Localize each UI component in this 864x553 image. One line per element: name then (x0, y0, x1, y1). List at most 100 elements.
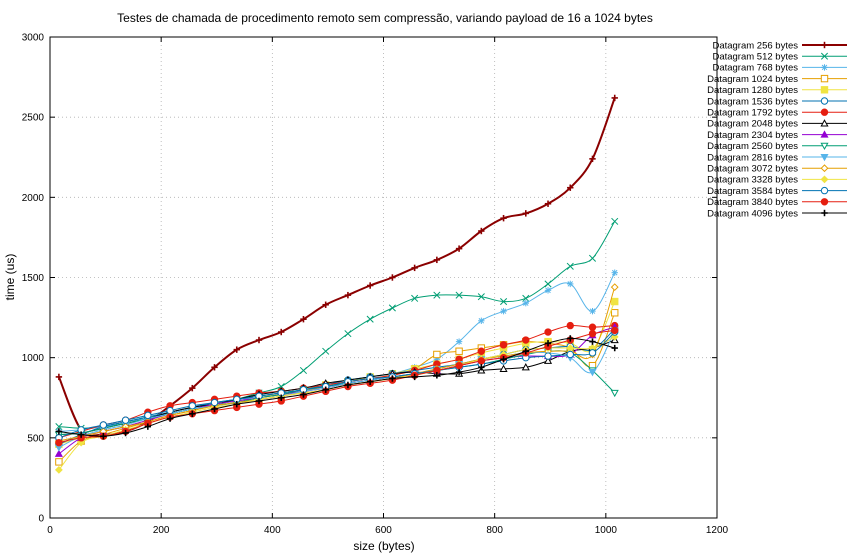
data-point (344, 381, 352, 389)
y-tick-label: 3000 (22, 33, 45, 44)
x-tick-label: 800 (486, 525, 503, 536)
series-line (58, 328, 616, 445)
data-point (433, 291, 441, 299)
data-point (567, 335, 574, 342)
legend-marker (820, 142, 829, 151)
x-tick-label: 1000 (595, 525, 618, 536)
chart-title: Testes de chamada de procedimento remoto… (117, 11, 653, 25)
data-point (344, 330, 352, 338)
data-point (611, 94, 618, 102)
series-line (58, 221, 616, 429)
series-group (54, 94, 619, 474)
data-point (55, 423, 63, 431)
legend-label: Datagram 4096 bytes (707, 208, 798, 219)
legend-entry: Datagram 2560 bytes (707, 141, 847, 152)
legend-entry: Datagram 4096 bytes (707, 208, 847, 219)
data-point (588, 349, 597, 357)
legend-marker (820, 86, 829, 94)
data-point (566, 350, 574, 359)
series-datagram-3584-bytes (55, 328, 619, 442)
data-point (233, 400, 240, 408)
data-point (544, 340, 552, 347)
legend-entry: Datagram 3072 bytes (707, 164, 847, 175)
legend-entry: Datagram 3328 bytes (707, 175, 847, 186)
legend-label: Datagram 1536 bytes (707, 96, 798, 107)
legend-entry: Datagram 1024 bytes (707, 74, 847, 85)
series-datagram-4096-bytes (55, 335, 618, 440)
data-point (455, 368, 463, 376)
data-point (544, 280, 552, 288)
data-point (278, 328, 285, 336)
data-point (500, 356, 507, 363)
legend-entry: Datagram 256 bytes (712, 40, 847, 51)
data-point (54, 449, 63, 457)
data-point (544, 352, 552, 360)
x-axis-label: size (bytes) (353, 539, 414, 553)
data-point (455, 338, 463, 345)
data-point (54, 465, 63, 474)
legend-label: Datagram 2560 bytes (707, 141, 798, 152)
legend-label: Datagram 2048 bytes (707, 119, 798, 130)
data-point (211, 405, 218, 413)
data-point (566, 262, 574, 270)
legend-entry: Datagram 1280 bytes (707, 85, 847, 96)
legend-marker (820, 52, 829, 60)
data-point (611, 297, 619, 306)
x-tick-label: 200 (153, 525, 170, 536)
data-point (455, 245, 463, 252)
data-point (433, 372, 441, 379)
data-point (55, 428, 63, 435)
legend-marker (820, 97, 829, 105)
data-point (300, 391, 307, 398)
y-tick-label: 500 (27, 433, 44, 444)
data-point (499, 364, 508, 372)
y-tick-label: 1500 (22, 273, 45, 284)
legend-marker (821, 41, 828, 49)
data-point (499, 341, 508, 349)
data-point (455, 347, 463, 355)
data-point (500, 307, 507, 315)
legend-label: Datagram 3072 bytes (707, 164, 798, 175)
data-point (189, 384, 196, 392)
data-point (478, 364, 485, 371)
data-point (121, 416, 130, 424)
grid (50, 37, 717, 518)
data-point (366, 378, 374, 385)
legend-marker (820, 198, 829, 206)
data-point (455, 291, 463, 299)
legend-label: Datagram 2816 bytes (707, 152, 798, 163)
data-point (322, 301, 329, 308)
data-point (500, 297, 508, 306)
data-point (610, 389, 619, 398)
data-point (611, 326, 619, 335)
data-point (567, 280, 574, 288)
data-point (188, 402, 196, 410)
data-point (189, 410, 196, 417)
legend-entry: Datagram 512 bytes (712, 52, 847, 63)
data-point (299, 366, 308, 375)
legend-entry: Datagram 2048 bytes (707, 119, 847, 130)
data-point (322, 386, 329, 393)
data-point (322, 347, 330, 355)
data-point (589, 338, 596, 345)
legend-label: Datagram 3584 bytes (707, 186, 798, 197)
data-point (522, 210, 529, 217)
data-point (300, 315, 307, 323)
legend-marker (820, 119, 829, 127)
data-point (478, 317, 485, 324)
data-point (477, 357, 486, 365)
data-point (144, 411, 152, 420)
data-point (344, 291, 352, 299)
legend-label: Datagram 512 bytes (712, 52, 798, 63)
y-axis-label: time (us) (3, 254, 17, 301)
series-datagram-2304-bytes (54, 322, 619, 457)
legend-marker (821, 64, 828, 71)
data-point (389, 375, 396, 382)
x-tick-label: 400 (264, 525, 281, 536)
data-point (55, 373, 63, 381)
series-datagram-3328-bytes (54, 332, 619, 474)
legend-entry: Datagram 768 bytes (712, 63, 847, 74)
data-point (544, 328, 552, 336)
data-point (610, 283, 619, 292)
data-point (211, 364, 218, 371)
